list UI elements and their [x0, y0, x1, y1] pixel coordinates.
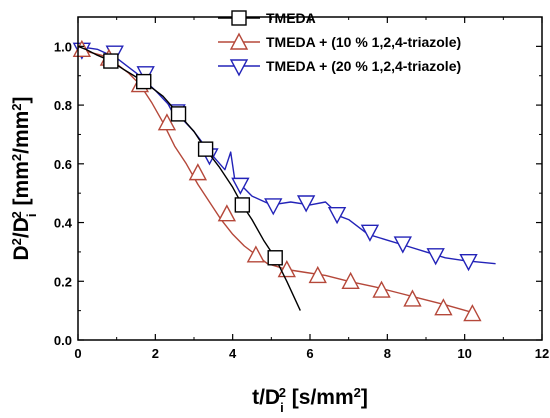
data-point — [434, 298, 453, 316]
data-point — [197, 141, 214, 157]
x-tick-label: 4 — [229, 346, 237, 361]
x-tick-label: 10 — [457, 346, 471, 361]
y-tick-label: 0.6 — [54, 157, 72, 172]
x-tick-label: 8 — [384, 346, 391, 361]
y-axis-title: D2/Di2 [mm2/mm2] — [9, 96, 39, 260]
y-tick-label: 0.4 — [54, 216, 73, 231]
data-point — [246, 245, 266, 263]
legend-label: TMEDA — [266, 10, 316, 26]
y-tick-label: 0.8 — [54, 98, 72, 113]
data-point — [403, 289, 422, 307]
data-point — [157, 113, 177, 131]
legend: TMEDA TMEDA + (10 % 1,2,4-triazole) TMEDA … — [218, 10, 461, 77]
legend-label: TMEDA + (20 % 1,2,4-triazole) — [266, 58, 461, 74]
data-point — [264, 198, 283, 216]
data-point — [327, 207, 347, 225]
y-tick-label: 0.0 — [54, 333, 72, 348]
x-axis-title: t/Di2 [s/mm2] — [252, 385, 368, 415]
series-layer — [72, 39, 496, 322]
data-point — [136, 73, 152, 90]
data-point — [459, 254, 478, 272]
x-tick-label: 2 — [152, 346, 159, 361]
data-point — [308, 265, 327, 284]
data-point — [463, 304, 482, 322]
data-point — [360, 224, 380, 242]
data-point — [188, 163, 208, 181]
legend-marker — [229, 59, 249, 77]
data-point — [296, 195, 316, 213]
series-1 — [72, 39, 482, 322]
legend-label: TMEDA + (10 % 1,2,4-triazole) — [266, 34, 461, 50]
data-point — [231, 177, 250, 195]
data-point — [103, 53, 119, 69]
series-0 — [77, 45, 301, 311]
series-line — [77, 45, 301, 311]
legend-marker — [229, 32, 249, 50]
data-point — [267, 250, 283, 266]
data-point — [393, 236, 412, 254]
y-tick-label: 0.2 — [54, 274, 72, 289]
x-tick-label: 12 — [535, 346, 549, 361]
axes-layer: 0 2 4 6 8 10 12 0.0 0.2 0.4 0.6 0.8 1.0 — [54, 17, 549, 361]
legend-marker — [231, 10, 247, 26]
x-tick-label: 0 — [74, 346, 81, 361]
data-point — [217, 204, 237, 222]
x-tick-label: 6 — [306, 346, 313, 361]
data-point — [372, 280, 391, 298]
y-tick-label: 1.0 — [54, 39, 72, 54]
data-point — [341, 271, 360, 289]
data-point — [170, 106, 187, 122]
data-point — [234, 197, 251, 213]
data-point — [426, 248, 445, 266]
